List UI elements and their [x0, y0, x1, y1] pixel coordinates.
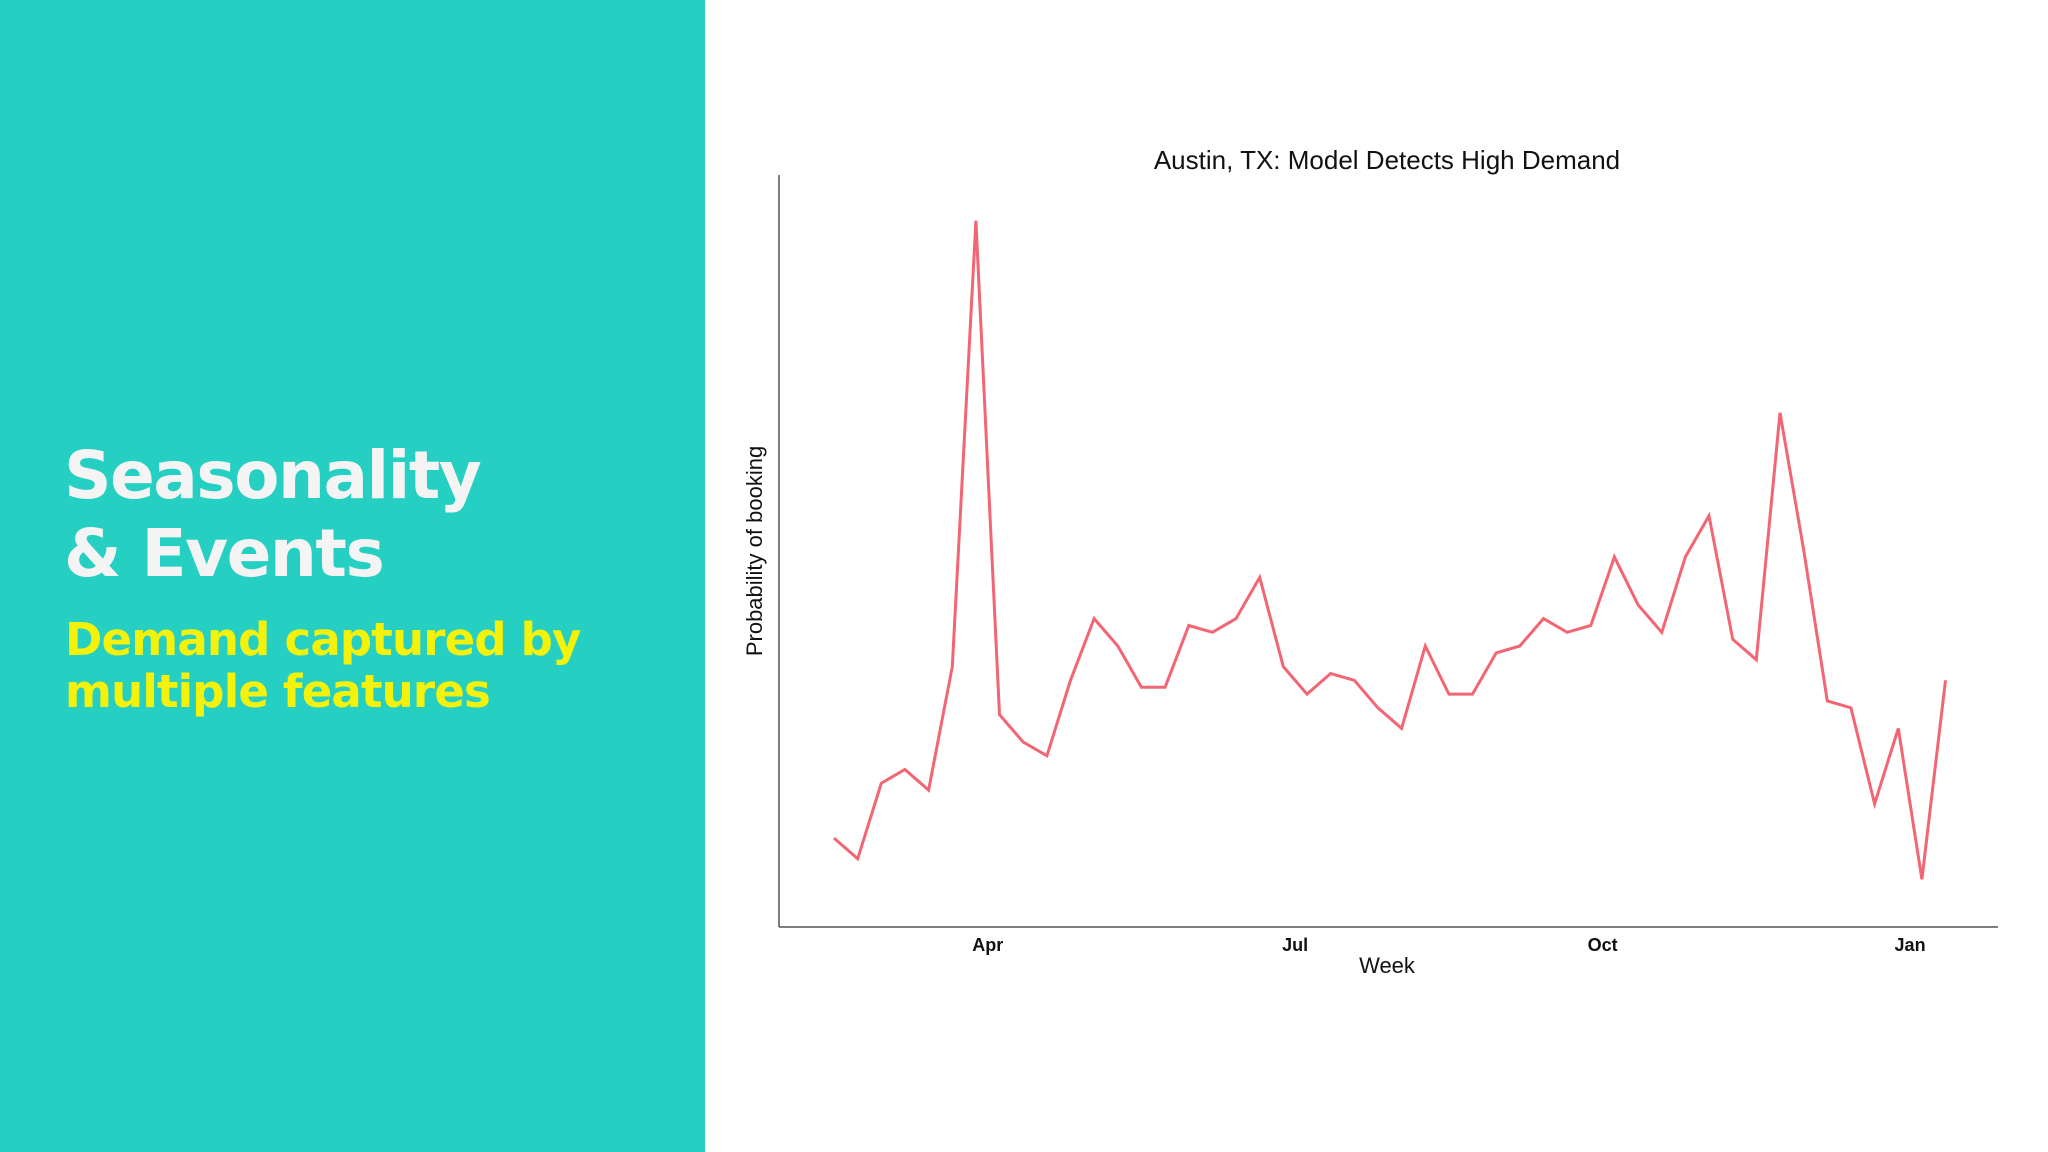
x-axis-label: Week — [1359, 953, 1416, 978]
title-panel: Seasonality & Events Demand captured by … — [0, 0, 705, 1152]
x-tick-label: Jan — [1895, 935, 1926, 955]
slide-subheading: Demand captured by multiple features — [65, 614, 685, 718]
x-tick-label: Apr — [972, 935, 1003, 955]
y-axis-label: Probability of booking — [742, 446, 767, 656]
chart-title: Austin, TX: Model Detects High Demand — [1154, 145, 1620, 175]
x-tick-label: Jul — [1282, 935, 1308, 955]
heading-line-2: & Events — [64, 515, 385, 592]
demand-line-chart: Austin, TX: Model Detects High Demand Ap… — [742, 145, 1998, 978]
series-group — [833, 220, 1947, 880]
heading-line-1: Seasonality — [64, 437, 482, 514]
series-line — [833, 220, 1947, 880]
subheading-line-1: Demand captured by — [65, 613, 581, 666]
subheading-line-2: multiple features — [65, 665, 491, 718]
x-tick-group: Apr Jul Oct Jan — [972, 935, 1925, 955]
x-tick-label: Oct — [1588, 935, 1618, 955]
slide-heading: Seasonality & Events — [64, 437, 684, 593]
